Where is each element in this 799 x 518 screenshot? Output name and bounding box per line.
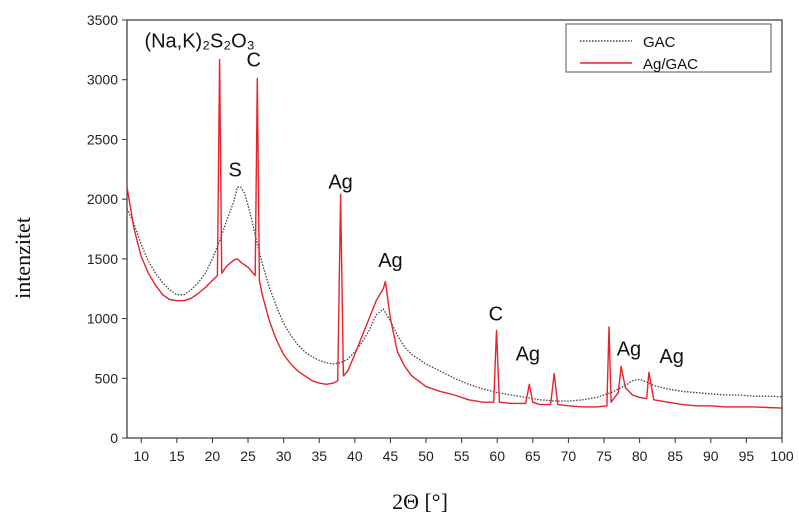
x-tick-label: 10 xyxy=(133,448,149,464)
peak-label: Ag xyxy=(617,339,641,361)
x-tick-label: 50 xyxy=(418,448,434,464)
x-tick-label: 70 xyxy=(561,448,577,464)
x-axis-title: 2Θ [°] xyxy=(392,489,448,514)
legend: GAC Ag/GAC xyxy=(565,23,772,73)
x-tick-label: 65 xyxy=(525,448,541,464)
y-axis-title: intenzitet xyxy=(10,217,35,299)
x-tick-label: 40 xyxy=(347,448,363,464)
y-tick-label: 2500 xyxy=(87,131,118,147)
series-line-ag-gac xyxy=(126,58,783,409)
x-axis-ticks: 10 15 20 25 30 35 40 45 50 55 60 65 70 75 80 85 90 95 100 xyxy=(133,438,794,464)
x-tick-label: 75 xyxy=(596,448,612,464)
peak-label: C xyxy=(489,303,503,325)
y-tick-label: 2000 xyxy=(87,191,118,207)
x-tick-label: 30 xyxy=(276,448,292,464)
peak-label: Ag xyxy=(659,346,683,368)
x-tick-label: 95 xyxy=(739,448,755,464)
y-axis-ticks: 0 500 1000 1500 2000 2500 3000 3500 xyxy=(87,12,127,446)
x-tick-label: 85 xyxy=(667,448,683,464)
x-tick-label: 15 xyxy=(169,448,185,464)
y-tick-label: 1000 xyxy=(87,311,118,327)
y-tick-label: 3000 xyxy=(87,72,118,88)
peak-label: Ag xyxy=(516,343,540,365)
peak-label: Ag xyxy=(378,250,402,272)
y-tick-label: 3500 xyxy=(87,12,118,28)
plot-frame xyxy=(126,19,783,439)
x-tick-label: 20 xyxy=(205,448,221,464)
peak-label: (Na,K)₂S₂O₃ xyxy=(144,30,254,52)
y-tick-label: 1500 xyxy=(87,251,118,267)
legend-box xyxy=(565,23,772,73)
x-tick-label: 55 xyxy=(454,448,470,464)
x-tick-label: 80 xyxy=(632,448,648,464)
y-tick-label: 500 xyxy=(95,370,119,386)
x-tick-label: 100 xyxy=(770,448,794,464)
x-tick-label: 60 xyxy=(489,448,505,464)
legend-label-gac: GAC xyxy=(643,34,676,51)
y-tick-label: 0 xyxy=(110,430,118,446)
x-tick-label: 45 xyxy=(383,448,399,464)
legend-label-ag-gac: Ag/GAC xyxy=(643,56,698,73)
x-tick-label: 35 xyxy=(311,448,327,464)
peak-label: S xyxy=(229,159,242,181)
peak-label: C xyxy=(247,50,261,72)
x-tick-label: 25 xyxy=(240,448,256,464)
series-layer xyxy=(126,58,783,409)
peak-label: Ag xyxy=(328,171,352,193)
x-tick-label: 90 xyxy=(703,448,719,464)
